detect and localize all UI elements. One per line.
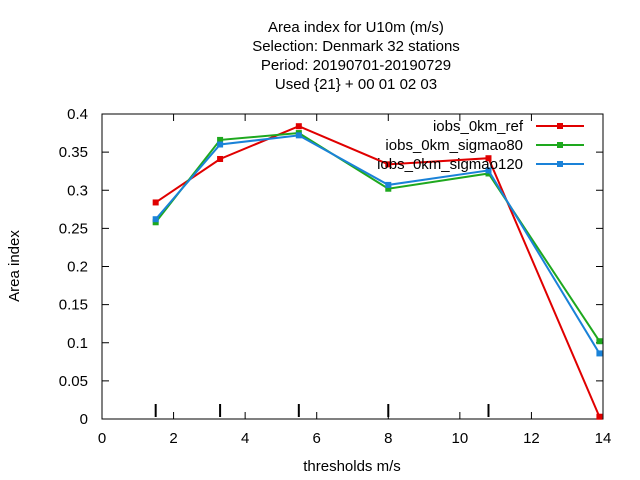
x-tick-label: 14: [595, 430, 612, 447]
chart-title-line: Used {21} + 00 01 02 03: [275, 76, 437, 93]
data-point-iobs_0km_ref: [485, 155, 492, 162]
y-tick-label: 0.25: [59, 220, 88, 237]
legend-label: iobs_0km_ref: [433, 118, 524, 135]
plot-border: [101, 113, 604, 420]
y-tick-label: 0.15: [59, 297, 88, 314]
x-tick-label: 4: [241, 430, 249, 447]
data-point-iobs_0km_ref: [217, 155, 224, 162]
data-point-iobs_0km_ref: [152, 199, 159, 206]
data-point-iobs_0km_ref: [295, 123, 302, 130]
data-point-iobs_0km_sigmao80: [217, 136, 224, 143]
legend: iobs_0km_ref iobs_0km_sigmao80 iobs_0km_si…: [377, 118, 584, 173]
chart-title-line: Selection: Denmark 32 stations: [252, 38, 460, 55]
data-point-iobs_0km_sigmao80: [485, 170, 492, 177]
series-layer: [152, 123, 603, 420]
x-axis: 0 2 4 6 8 10 12 14: [98, 114, 612, 447]
y-tick-label: 0.4: [67, 106, 88, 123]
x-tick-label: 12: [523, 430, 540, 447]
data-point-iobs_0km_sigmao120: [485, 167, 492, 174]
data-point-iobs_0km_ref: [385, 161, 392, 168]
y-tick-label: 0: [80, 411, 88, 428]
data-point-iobs_0km_sigmao80: [385, 185, 392, 192]
x-axis-label: thresholds m/s: [303, 458, 401, 475]
y-tick-label: 0.2: [67, 259, 88, 276]
x-tick-label: 10: [452, 430, 469, 447]
data-point-iobs_0km_ref: [596, 413, 603, 420]
x-tick-label: 8: [384, 430, 392, 447]
threshold-markers: [154, 404, 490, 417]
y-tick-label: 0.05: [59, 373, 88, 390]
legend-marker: [557, 161, 563, 167]
legend-marker: [557, 123, 563, 129]
data-point-iobs_0km_sigmao120: [295, 132, 302, 139]
y-tick-label: 0.35: [59, 144, 88, 161]
x-tick-label: 2: [169, 430, 177, 447]
y-tick-label: 0.3: [67, 182, 88, 199]
data-point-iobs_0km_sigmao120: [152, 216, 159, 223]
y-axis-label: Area index: [6, 230, 23, 302]
y-tick-label: 0.1: [67, 335, 88, 352]
chart-title-line: Period: 20190701-20190729: [261, 57, 451, 74]
x-tick-label: 6: [313, 430, 321, 447]
plot-area: [101, 113, 604, 420]
data-point-iobs_0km_sigmao120: [217, 141, 224, 148]
data-point-iobs_0km_sigmao80: [596, 338, 603, 345]
chart-title-line: Area index for U10m (m/s): [268, 19, 444, 36]
data-point-iobs_0km_sigmao120: [385, 181, 392, 188]
chart-title: Area index for U10m (m/s) Selection: Denm…: [252, 19, 460, 93]
series-line-iobs_0km_sigmao120: [154, 134, 601, 354]
data-point-iobs_0km_sigmao80: [152, 219, 159, 226]
legend-label: iobs_0km_sigmao120: [377, 156, 523, 173]
data-point-iobs_0km_sigmao120: [596, 350, 603, 357]
y-axis: 0 0.05 0.1 0.15 0.2 0.25 0.3 0.35 0.4: [59, 106, 603, 428]
legend-label: iobs_0km_sigmao80: [385, 137, 523, 154]
legend-marker: [557, 142, 563, 148]
x-tick-label: 0: [98, 430, 106, 447]
